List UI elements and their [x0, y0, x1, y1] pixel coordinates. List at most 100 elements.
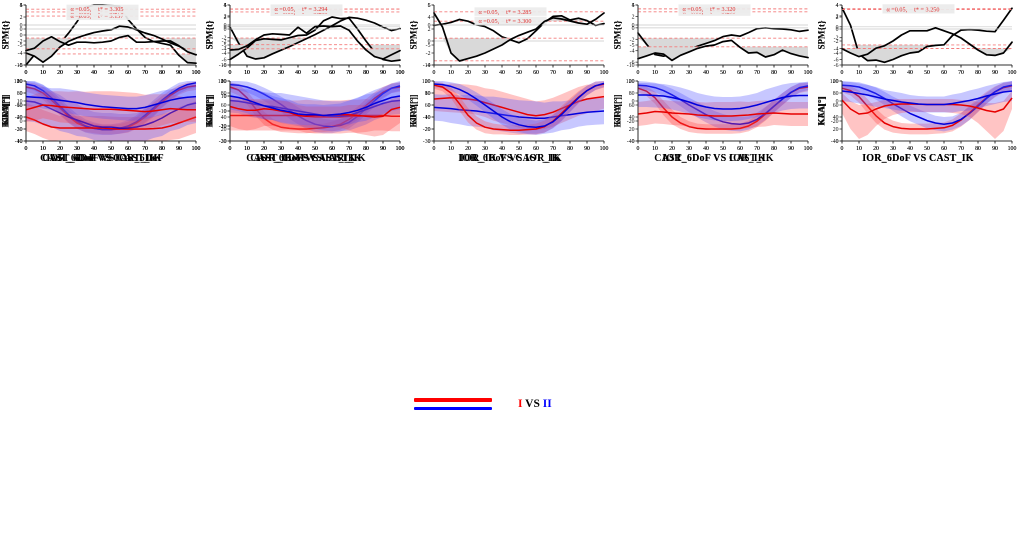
svg-text:80: 80	[567, 70, 573, 76]
svg-text:20: 20	[873, 146, 879, 152]
svg-text:10: 10	[652, 146, 658, 152]
svg-text:50: 50	[108, 146, 114, 152]
svg-text:50: 50	[312, 70, 318, 76]
svg-text:50: 50	[516, 70, 522, 76]
svg-text:30: 30	[74, 70, 80, 76]
chart-panel-12: 4 2 0 -2 -4 -6 0 10 20 30 40 50 60 70 80 90 100 SPM{t} α =…	[204, 0, 408, 164]
panel-title: IOR_6DoF VS IOR_IK	[458, 153, 562, 164]
svg-text:-6: -6	[834, 63, 839, 69]
svg-text:100: 100	[804, 146, 813, 152]
svg-text:50: 50	[108, 70, 114, 76]
svg-text:5: 5	[20, 3, 23, 9]
svg-text:0: 0	[20, 139, 23, 145]
svg-text:80: 80	[771, 70, 777, 76]
svg-text:40: 40	[703, 146, 709, 152]
svg-text:60: 60	[533, 146, 539, 152]
svg-text:50: 50	[720, 146, 726, 152]
svg-text:SPM{t}: SPM{t}	[205, 20, 215, 50]
svg-text:20: 20	[261, 146, 267, 152]
svg-text:70: 70	[550, 146, 556, 152]
svg-text:-2: -2	[630, 37, 635, 43]
svg-text:60: 60	[125, 70, 131, 76]
svg-text:0: 0	[433, 70, 436, 76]
svg-text:40: 40	[499, 146, 505, 152]
svg-text:80: 80	[567, 70, 573, 76]
chart-panel-10: 4 2 0 -2 -4 -6 0 10 20 30 40 50 60 70 80 90 100 SPM{t} α =…	[816, 0, 1020, 164]
svg-text:-10: -10	[627, 63, 635, 69]
svg-text:4: 4	[632, 3, 635, 9]
svg-text:SPM{t}: SPM{t}	[817, 20, 827, 50]
svg-text:-20: -20	[423, 127, 431, 133]
svg-text:30: 30	[74, 146, 80, 152]
svg-text:80: 80	[363, 146, 369, 152]
svg-text:5: 5	[632, 3, 635, 9]
svg-text:0: 0	[836, 99, 839, 105]
svg-text:100: 100	[1008, 70, 1017, 76]
svg-text:40: 40	[91, 70, 97, 76]
svg-text:0: 0	[229, 146, 232, 152]
svg-text:30: 30	[278, 70, 284, 76]
svg-text:90: 90	[992, 70, 998, 76]
svg-text:-10: -10	[219, 109, 227, 115]
svg-text:70: 70	[346, 146, 352, 152]
svg-text:10: 10	[17, 99, 23, 105]
svg-text:40: 40	[499, 146, 505, 152]
panel-title: IOR_6DoF VS CAST_IK	[46, 153, 158, 164]
svg-text:0: 0	[632, 99, 635, 105]
svg-text:40: 40	[221, 115, 227, 121]
svg-text:100: 100	[218, 79, 227, 85]
svg-text:KAA[°]: KAA[°]	[205, 96, 215, 126]
svg-text:0: 0	[229, 146, 232, 152]
svg-text:0: 0	[632, 26, 635, 32]
svg-text:10: 10	[856, 70, 862, 76]
svg-text:80: 80	[159, 146, 165, 152]
svg-text:80: 80	[159, 70, 165, 76]
svg-text:90: 90	[176, 70, 182, 76]
svg-text:-40: -40	[831, 139, 839, 145]
svg-text:-10: -10	[219, 124, 227, 130]
svg-text:100: 100	[1008, 146, 1017, 152]
svg-text:KIRA[°]: KIRA[°]	[613, 94, 623, 127]
svg-text:α =0.05,t* = 3.285: α =0.05, t* = 3.285	[479, 9, 532, 16]
svg-text:-10: -10	[423, 115, 431, 121]
svg-text:10: 10	[448, 70, 454, 76]
svg-text:-4: -4	[426, 63, 431, 69]
svg-text:20: 20	[221, 79, 227, 85]
svg-text:10: 10	[856, 146, 862, 152]
svg-text:70: 70	[550, 146, 556, 152]
svg-text:80: 80	[567, 146, 573, 152]
svg-text:20: 20	[669, 70, 675, 76]
svg-text:0: 0	[224, 94, 227, 100]
svg-text:60: 60	[125, 70, 131, 76]
svg-text:20: 20	[465, 70, 471, 76]
svg-text:10: 10	[221, 79, 227, 85]
svg-text:10: 10	[40, 70, 46, 76]
svg-text:0: 0	[433, 70, 436, 76]
svg-text:KFA[°]: KFA[°]	[613, 97, 623, 125]
svg-text:100: 100	[396, 146, 405, 152]
svg-text:70: 70	[346, 146, 352, 152]
svg-text:60: 60	[125, 70, 131, 76]
svg-text:100: 100	[1008, 70, 1017, 76]
svg-text:40: 40	[295, 146, 301, 152]
svg-text:60: 60	[425, 103, 431, 109]
svg-text:100: 100	[192, 146, 201, 152]
svg-text:90: 90	[380, 70, 386, 76]
svg-text:100: 100	[396, 70, 405, 76]
svg-text:100: 100	[600, 70, 609, 76]
svg-text:10: 10	[40, 70, 46, 76]
svg-text:20: 20	[57, 70, 63, 76]
svg-text:10: 10	[425, 91, 431, 97]
svg-text:90: 90	[380, 70, 386, 76]
svg-text:KIRA[°]: KIRA[°]	[1, 94, 11, 127]
svg-text:60: 60	[533, 146, 539, 152]
svg-text:80: 80	[363, 146, 369, 152]
svg-text:-5: -5	[426, 43, 431, 49]
svg-text:60: 60	[941, 146, 947, 152]
panel-title: IOR_IK VS CAST_IK	[460, 153, 560, 164]
